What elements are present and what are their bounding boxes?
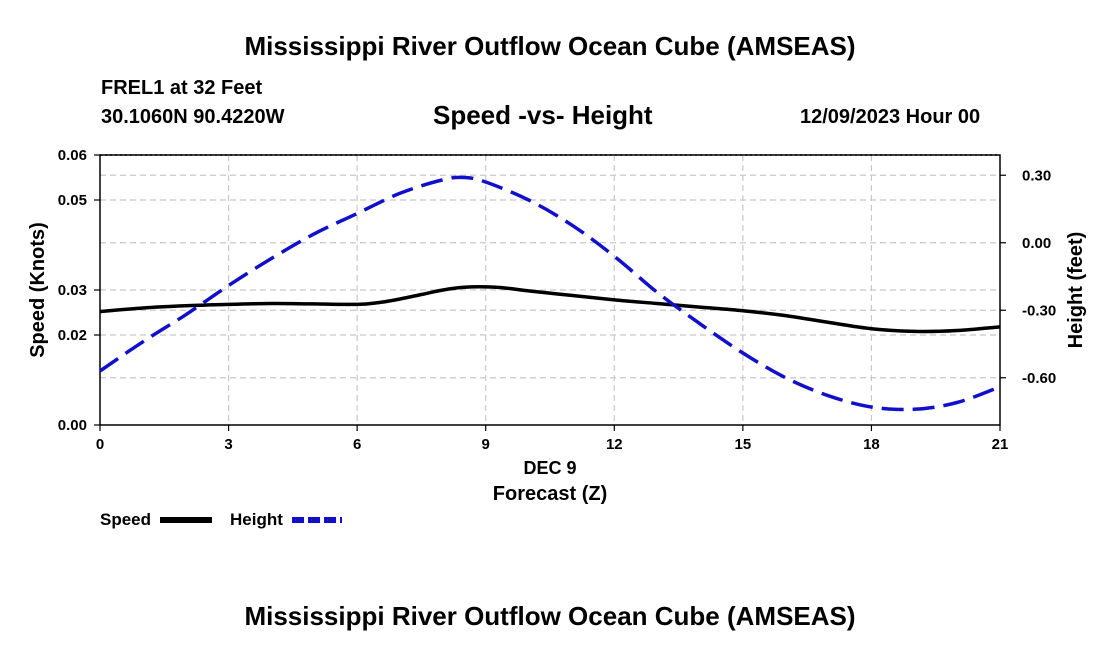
chart-title-bottom: Mississippi River Outflow Ocean Cube (AM… bbox=[244, 601, 856, 631]
x-tick-label: 9 bbox=[482, 436, 490, 453]
y2-tick-label: 0.30 bbox=[1022, 167, 1051, 184]
speed-height-chart: 0 3 6 9 12 15 18 21 0.000.020.030.050.06 0.300.… bbox=[27, 147, 1087, 529]
series-layer bbox=[99, 175, 1001, 412]
x-axis: 0 3 6 9 12 15 18 21 bbox=[96, 425, 1009, 453]
y-tick-label: 0.02 bbox=[58, 327, 87, 344]
y-tick-label: 0.06 bbox=[58, 147, 87, 164]
x-tick-label: 21 bbox=[992, 436, 1009, 453]
y-tick-label: 0.05 bbox=[58, 192, 87, 209]
chart-title-top: Mississippi River Outflow Ocean Cube (AM… bbox=[244, 31, 856, 61]
x-axis-title: Forecast (Z) bbox=[493, 483, 607, 505]
y2-tick-label: -0.60 bbox=[1022, 370, 1056, 387]
legend-label-height: Height bbox=[230, 510, 283, 529]
station-label: FREL1 at 32 Feet bbox=[101, 77, 263, 99]
y-tick-label: 0.00 bbox=[58, 417, 87, 434]
y2-tick-label: 0.00 bbox=[1022, 235, 1051, 252]
coordinates-label: 30.1060N 90.4220W bbox=[101, 106, 285, 128]
series-line-speed bbox=[99, 285, 1001, 334]
x-tick-label: 18 bbox=[863, 436, 880, 453]
y2-tick-label: -0.30 bbox=[1022, 302, 1056, 319]
x-tick-label: 15 bbox=[735, 436, 752, 453]
y-axis-right: 0.30 0.00 -0.30 -0.60 bbox=[1000, 167, 1056, 387]
x-tick-label: 12 bbox=[606, 436, 623, 453]
legend-label-speed: Speed bbox=[100, 510, 151, 529]
x-tick-label: 3 bbox=[224, 436, 232, 453]
y-axis-title: Speed (Knots) bbox=[27, 222, 49, 358]
y-axis-left: 0.00 0.02 0.03 0.05 0.06 bbox=[58, 147, 100, 434]
x-axis-date-label: DEC 9 bbox=[523, 458, 576, 478]
series-line-height bbox=[99, 175, 1001, 412]
legend: Speed Height bbox=[100, 510, 342, 529]
x-tick-label: 0 bbox=[96, 436, 104, 453]
y-tick-label: 0.03 bbox=[58, 282, 87, 299]
datetime-label: 12/09/2023 Hour 00 bbox=[800, 106, 981, 128]
chart-subtitle: Speed -vs- Height bbox=[433, 100, 653, 130]
y2-axis-title: Height (feet) bbox=[1065, 232, 1087, 349]
x-tick-label: 6 bbox=[353, 436, 361, 453]
grid-layer bbox=[100, 154, 1000, 425]
